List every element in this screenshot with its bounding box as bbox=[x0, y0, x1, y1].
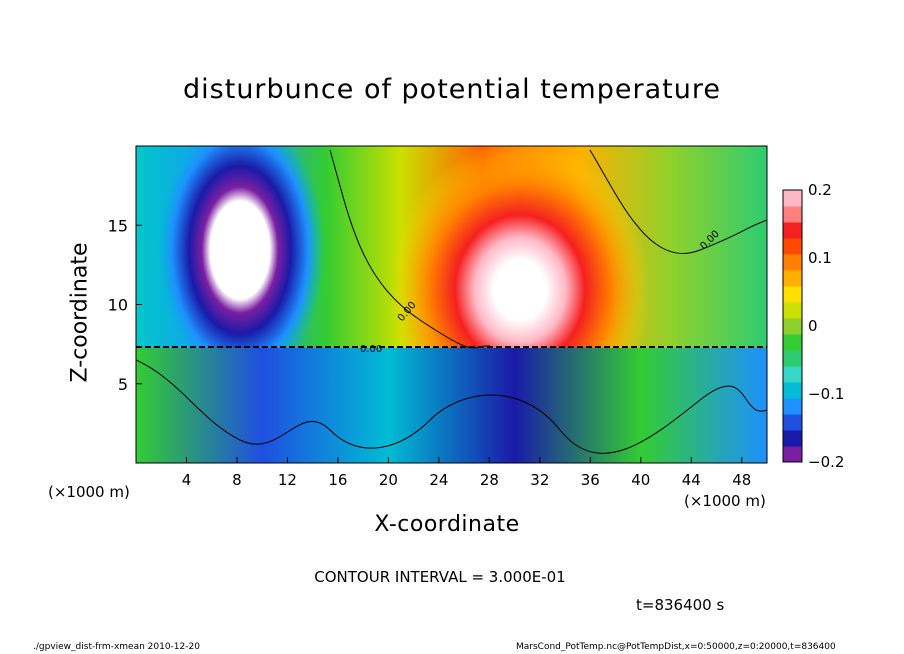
colorbar-swatch bbox=[783, 430, 802, 447]
x-axis-label: X-coordinate bbox=[374, 512, 520, 537]
x-unit-label-left: (×1000 m) bbox=[48, 483, 130, 501]
x-axis-ticks: 4 8 12 16 20 24 28 32 36 40 44 48 bbox=[182, 457, 751, 489]
negative-anomaly bbox=[155, 146, 325, 390]
colorbar-frame bbox=[782, 189, 803, 463]
y-tick-label: 5 bbox=[118, 375, 128, 394]
colorbar-swatch bbox=[783, 206, 802, 223]
colorbar-tick-label: 0.2 bbox=[808, 181, 832, 199]
colorbar-swatch bbox=[783, 190, 802, 207]
x-tick-label: 12 bbox=[278, 471, 297, 489]
colorbar-swatch bbox=[783, 318, 802, 335]
colorbar-tick-label: −0.2 bbox=[808, 453, 844, 471]
contour-line bbox=[329, 149, 491, 349]
time-stamp: t=836400 s bbox=[636, 596, 725, 614]
colorbar-swatch bbox=[783, 382, 802, 399]
colorbar-swatch bbox=[783, 286, 802, 303]
x-tick-label: 4 bbox=[182, 471, 192, 489]
colorbar bbox=[782, 189, 803, 463]
footer-source: MarsCond_PotTemp.nc@PotTempDist,x=0:5000… bbox=[516, 642, 836, 652]
x-tick-label: 44 bbox=[682, 471, 701, 489]
x-tick-label: 24 bbox=[429, 471, 448, 489]
colorbar-swatch bbox=[783, 446, 802, 463]
colorbar-swatch bbox=[783, 270, 802, 287]
contour-interval: CONTOUR INTERVAL = 3.000E-01 bbox=[314, 568, 566, 586]
x-tick-label: 16 bbox=[328, 471, 347, 489]
colorbar-tick-label: 0.1 bbox=[808, 249, 832, 267]
x-tick-label: 36 bbox=[581, 471, 600, 489]
x-tick-label: 40 bbox=[631, 471, 650, 489]
footer-command: ./gpview_dist-frm-xmean 2010-12-20 bbox=[33, 642, 200, 652]
colorbar-swatch bbox=[783, 302, 802, 319]
colorbar-swatch bbox=[783, 398, 802, 415]
x-unit-label-right: (×1000 m) bbox=[684, 492, 766, 510]
lower-layer bbox=[136, 348, 767, 463]
x-tick-label: 8 bbox=[232, 471, 242, 489]
x-tick-label: 20 bbox=[379, 471, 398, 489]
contour-line bbox=[136, 359, 767, 454]
x-tick-label: 32 bbox=[530, 471, 549, 489]
chart-title: disturbunce of potential temperature bbox=[183, 74, 721, 105]
colorbar-swatch bbox=[783, 334, 802, 351]
colorbar-swatch bbox=[783, 238, 802, 255]
colorbar-swatch bbox=[783, 414, 802, 431]
colorbar-swatch bbox=[783, 350, 802, 367]
x-tick-label: 48 bbox=[732, 471, 751, 489]
y-tick-label: 15 bbox=[108, 216, 128, 235]
field-layer bbox=[136, 146, 767, 463]
y-tick-label: 10 bbox=[108, 296, 128, 315]
contour-label: 0.00 bbox=[360, 344, 382, 355]
contour-line bbox=[589, 149, 767, 254]
x-tick-label: 28 bbox=[480, 471, 499, 489]
y-axis-ticks: 5 10 15 bbox=[108, 216, 142, 394]
colorbar-ticks: 0.2 0.1 0 −0.1 −0.2 bbox=[808, 181, 844, 471]
colorbar-tick-label: −0.1 bbox=[808, 385, 844, 403]
colorbar-swatch bbox=[783, 254, 802, 271]
colorbar-swatch bbox=[783, 366, 802, 383]
colorbar-swatch bbox=[783, 222, 802, 239]
y-axis-label: Z-coordinate bbox=[67, 242, 93, 383]
colorbar-tick-label: 0 bbox=[808, 317, 818, 335]
